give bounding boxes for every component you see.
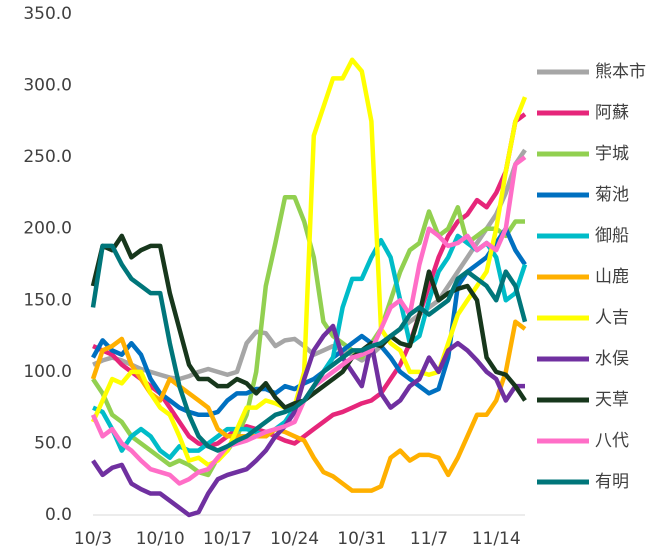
series-line	[90, 243, 528, 453]
y-tick-label: 50.0	[34, 433, 72, 453]
x-tick-label: 11/14	[472, 529, 521, 549]
y-tick-label: 350.0	[23, 4, 72, 24]
series-line	[91, 323, 525, 518]
legend-label: 有明	[595, 472, 629, 492]
x-tick-label: 10/24	[270, 529, 319, 549]
x-tick-label: 10/31	[337, 529, 386, 549]
legend-label: 山鹿	[595, 267, 629, 287]
legend-label: 熊本市	[595, 62, 646, 82]
series-line	[91, 226, 527, 418]
x-tick-label: 10/10	[136, 529, 185, 549]
legend-label: 人吉	[595, 308, 629, 328]
series-line	[90, 319, 527, 493]
y-tick-label: 0.0	[45, 505, 72, 525]
y-tick-label: 100.0	[23, 362, 72, 382]
legend-label: 八代	[595, 431, 629, 451]
series-line	[92, 112, 527, 449]
legend-label: 阿蘇	[595, 103, 629, 123]
y-tick-label: 300.0	[23, 76, 72, 96]
x-tick-label: 10/3	[74, 529, 112, 549]
series-line	[92, 148, 527, 382]
legend-label: 菊池	[595, 185, 629, 205]
legend-label: 天草	[595, 390, 629, 410]
legend-label: 御船	[595, 226, 629, 246]
legend-label: 水俣	[595, 349, 629, 369]
y-tick-label: 200.0	[23, 219, 72, 239]
y-tick-label: 250.0	[23, 147, 72, 167]
legend-label: 宇城	[595, 144, 629, 164]
series-line	[90, 57, 528, 468]
y-tick-label: 150.0	[23, 290, 72, 310]
x-tick-label: 10/17	[203, 529, 252, 549]
x-tick-label: 11/7	[410, 529, 448, 549]
